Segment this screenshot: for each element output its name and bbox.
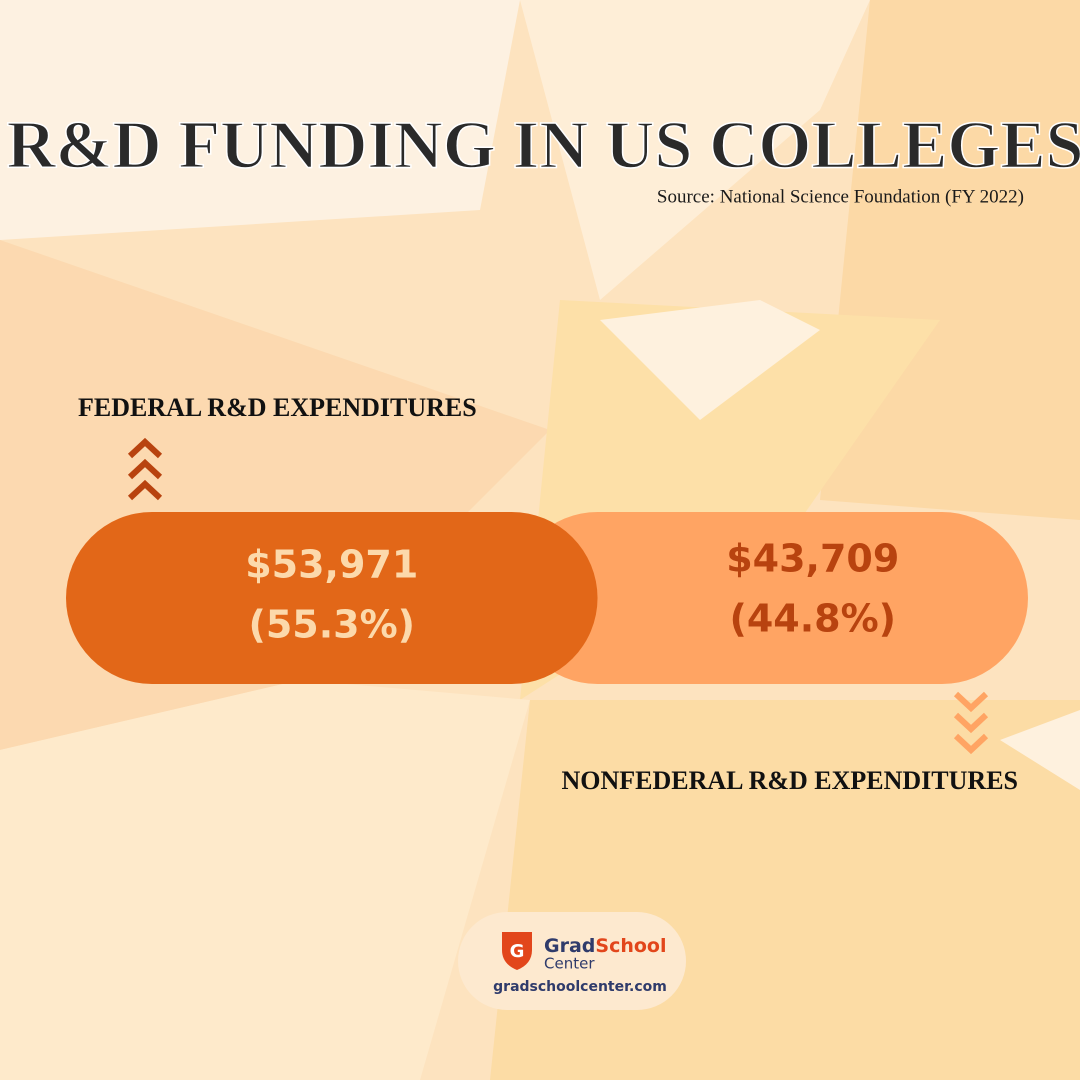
chart-title: R&D FUNDING IN US COLLEGES — [7, 107, 1080, 183]
legend-label: FEDERAL R&D EXPENDITURES — [78, 393, 477, 422]
down-chevrons — [953, 691, 989, 755]
brand-url: gradschoolcenter.com — [493, 979, 667, 995]
value-label: $53,971 — [245, 543, 418, 587]
brand-badge: G GradSchool Center gradschoolcenter.com — [458, 912, 686, 1010]
brand-school: School — [595, 935, 666, 957]
share-label: (55.3%) — [248, 603, 415, 647]
value-label: $43,709 — [726, 537, 899, 581]
up-chevrons — [127, 437, 163, 501]
brand-grad: Grad — [544, 935, 595, 957]
brand-name: GradSchool — [544, 935, 666, 957]
subtitle: Source: National Science Foundation (FY … — [657, 186, 1024, 207]
bar-segment — [66, 512, 598, 684]
brand-center: Center — [544, 955, 595, 973]
svg-text:G: G — [510, 941, 525, 962]
bar-segment — [511, 512, 1028, 684]
share-label: (44.8%) — [729, 597, 896, 641]
legend-label: NONFEDERAL R&D EXPENDITURES — [562, 766, 1019, 795]
bars: $53,971 (55.3%) $43,709 (44.8%) — [66, 512, 1028, 684]
